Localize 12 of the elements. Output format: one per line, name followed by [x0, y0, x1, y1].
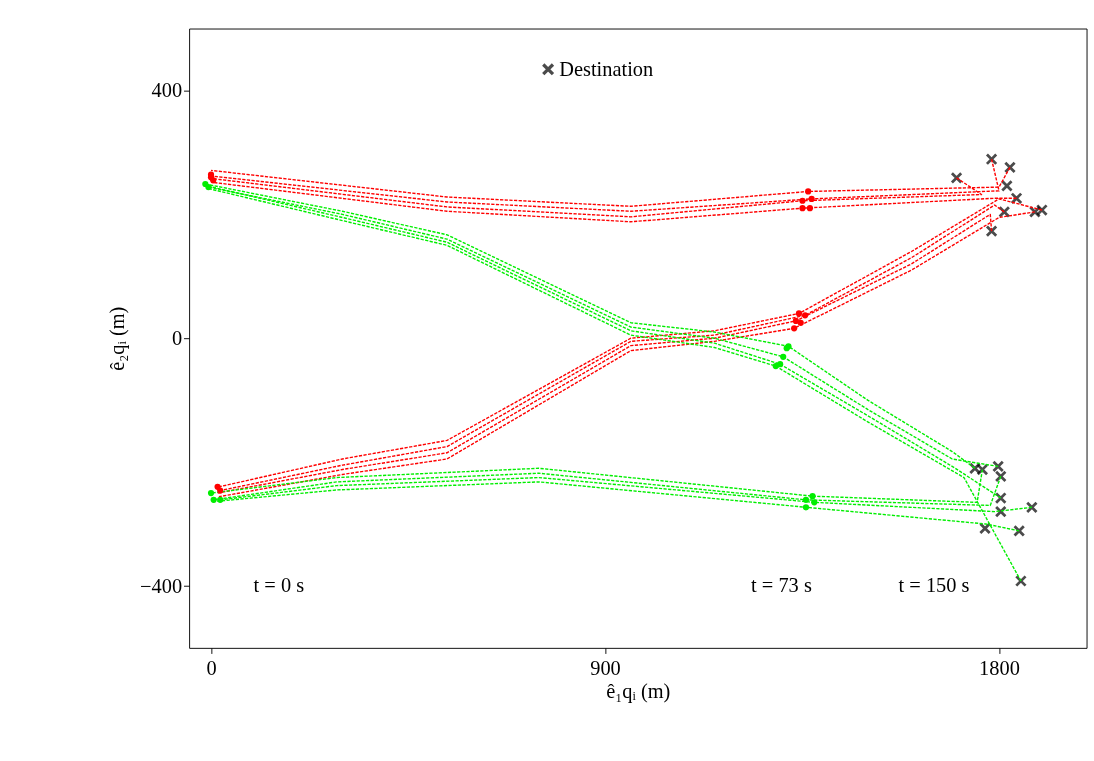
annotation: t = 0 s: [253, 574, 305, 597]
x-axis-title: ê₁qᵢ (m): [606, 680, 671, 704]
x-tick-label: 0: [206, 657, 217, 680]
y-tick-label: 0: [171, 327, 183, 350]
annotation: t = 150 s: [898, 574, 970, 597]
y-tick-label: −400: [140, 574, 183, 597]
legend-label: Destination: [559, 57, 654, 80]
x-tick-label: 900: [590, 657, 621, 680]
x-tick-label: 1800: [979, 657, 1020, 680]
y-axis-title: ê₂qᵢ (m): [106, 306, 130, 371]
annotation: t = 73 s: [751, 574, 812, 597]
y-tick-label: 400: [151, 79, 183, 102]
